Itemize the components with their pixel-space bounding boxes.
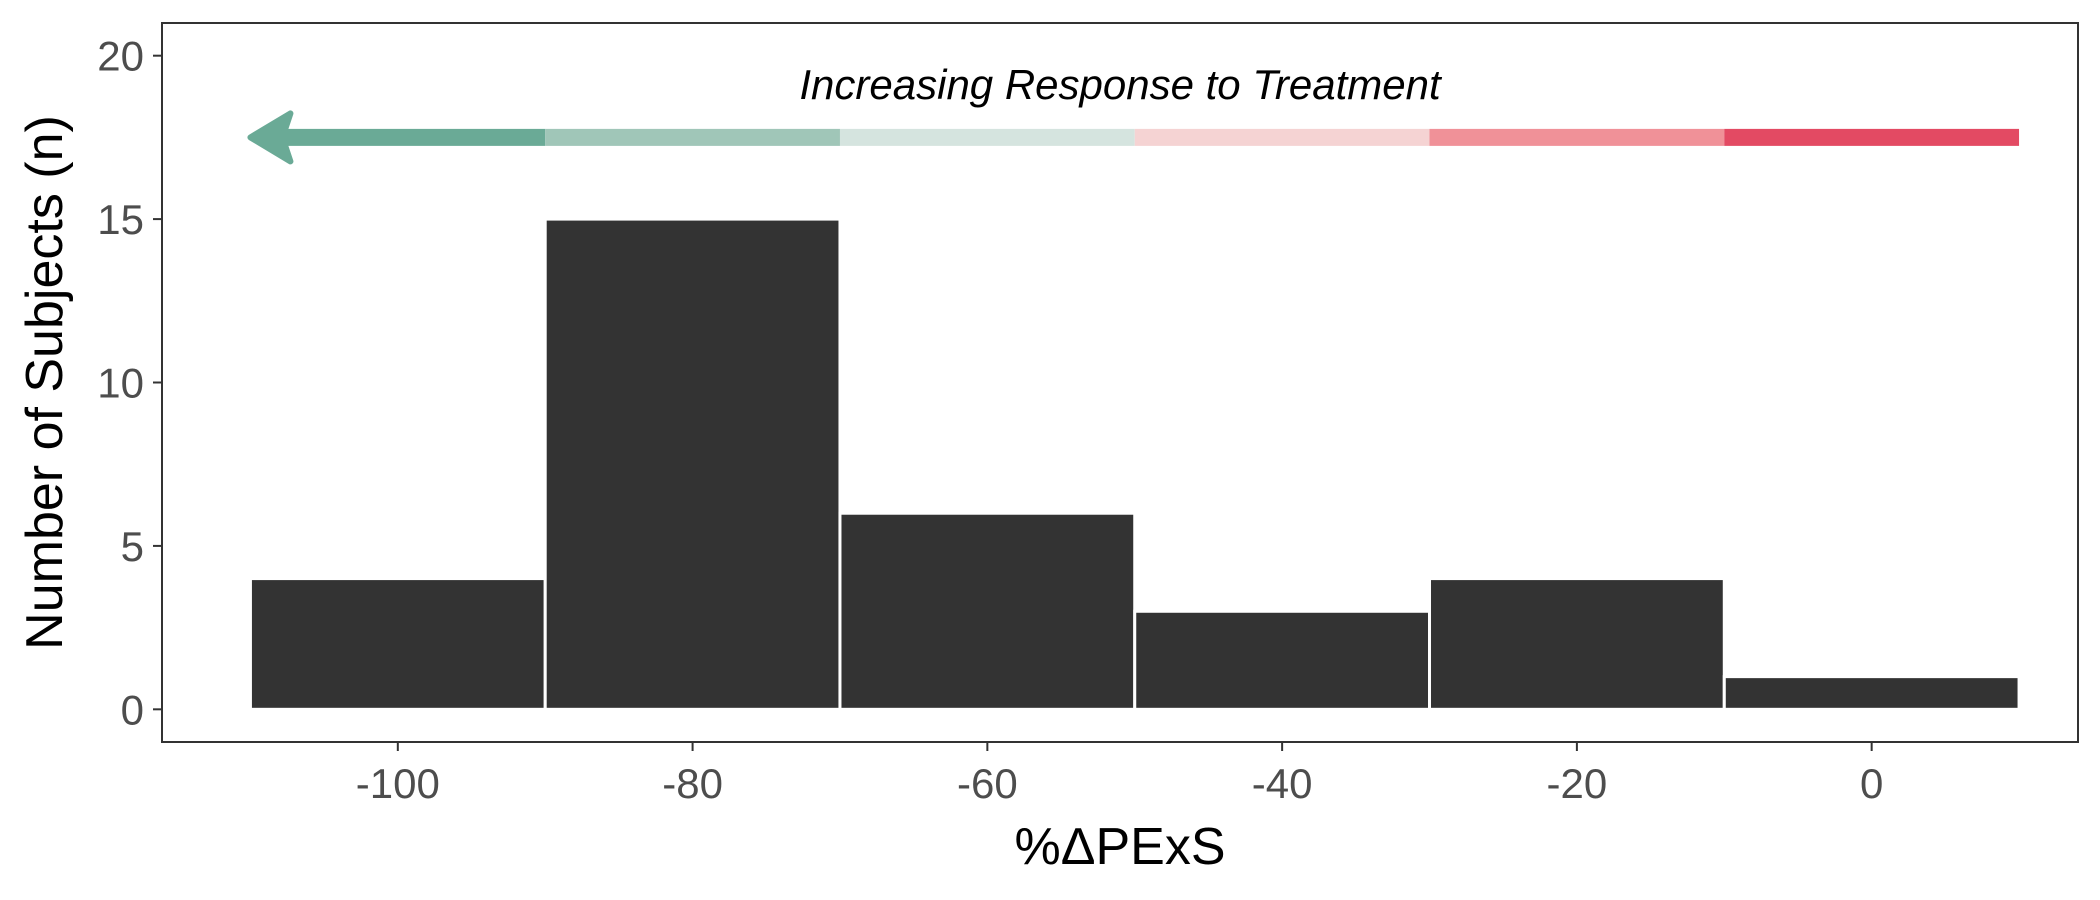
histogram-bar [838, 511, 1137, 711]
y-tick-label: 20 [97, 33, 144, 80]
x-axis: -100 -80 -60 -40 -20 0 [356, 742, 1883, 807]
y-axis-title: Number of Subjects (n) [16, 115, 74, 650]
y-tick-label: 0 [121, 686, 144, 733]
arrow-segment [545, 128, 840, 146]
x-tick-label: -20 [1547, 760, 1608, 807]
x-tick-label: -40 [1252, 760, 1313, 807]
y-tick-label: 5 [121, 523, 144, 570]
y-tick-label: 10 [97, 360, 144, 407]
x-tick-label: -60 [957, 760, 1018, 807]
x-tick-label: 0 [1860, 760, 1883, 807]
histogram-bar [248, 577, 547, 711]
x-tick-label: -80 [662, 760, 723, 807]
y-tick-label: 15 [97, 196, 144, 243]
arrow-segment [839, 128, 1135, 146]
arrow-segment [274, 128, 546, 146]
x-axis-title: %ΔPExS [1014, 818, 1225, 876]
arrow-segment [1134, 128, 1430, 146]
histogram-bar [1722, 675, 2021, 711]
arrow-segment [1429, 128, 1725, 146]
response-arrow [247, 110, 2020, 165]
annotation-text: Increasing Response to Treatment [799, 61, 1443, 108]
y-axis: 0 5 10 15 20 [97, 33, 162, 733]
arrow-segment [1724, 128, 2020, 146]
arrow-head [247, 110, 294, 165]
x-tick-label: -100 [356, 760, 440, 807]
histogram-bar [1428, 577, 1726, 711]
bars-layer [248, 217, 2021, 711]
histogram-bar [543, 217, 842, 711]
histogram-bar [1133, 609, 1432, 711]
